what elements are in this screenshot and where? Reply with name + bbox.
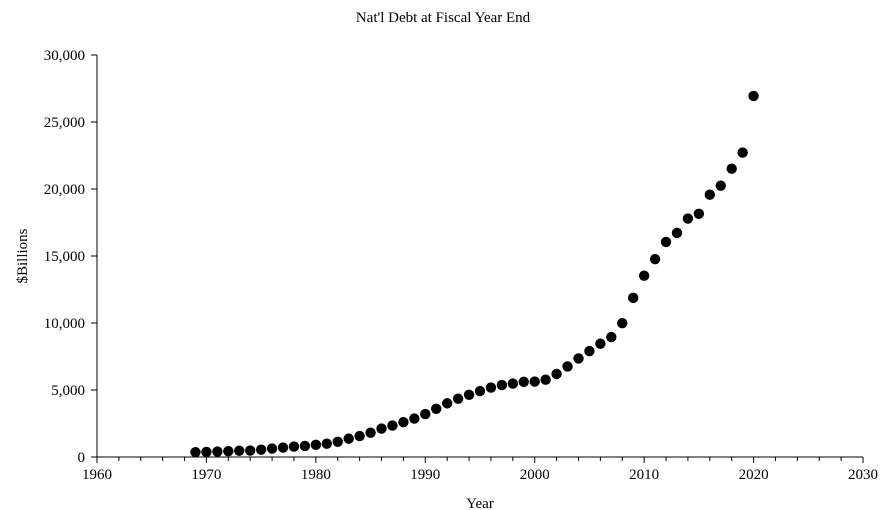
data-point xyxy=(660,236,672,248)
data-point xyxy=(617,317,628,329)
y-axis-label: $Billions xyxy=(15,228,31,283)
data-point xyxy=(540,374,551,385)
x-tick-label: 1970 xyxy=(191,467,221,483)
x-tick-label: 1990 xyxy=(410,467,440,483)
y-tick-label: 10,000 xyxy=(44,316,85,332)
data-point xyxy=(452,393,464,404)
data-point xyxy=(507,378,519,389)
data-point xyxy=(649,253,661,265)
data-point xyxy=(321,438,332,449)
data-point xyxy=(234,445,245,456)
data-point xyxy=(299,440,311,452)
data-point xyxy=(584,345,595,357)
data-point xyxy=(463,389,475,400)
data-point xyxy=(354,430,365,442)
data-point xyxy=(737,147,748,158)
x-axis-ticks: 1960 1970 1980 1990 2000 2010 2020 2030 xyxy=(82,457,878,483)
data-point xyxy=(529,376,540,387)
data-point xyxy=(562,361,573,372)
chart-title: Nat'l Debt at Fiscal Year End xyxy=(356,10,531,26)
data-point xyxy=(223,445,234,457)
data-point xyxy=(474,385,486,397)
y-tick-label: 15,000 xyxy=(44,249,85,265)
data-point xyxy=(212,446,223,457)
data-point xyxy=(245,445,256,456)
x-tick-label: 2010 xyxy=(629,467,659,483)
data-point xyxy=(518,376,529,388)
data-point xyxy=(376,423,387,434)
x-tick-label: 1980 xyxy=(301,467,331,483)
y-tick-label: 25,000 xyxy=(44,115,85,131)
x-axis-label: Year xyxy=(466,496,494,510)
data-point xyxy=(310,439,322,451)
data-point xyxy=(201,446,212,458)
data-point xyxy=(332,436,343,447)
y-axis-ticks: 0 5,000 10,000 15,000 20,000 25,000 30,000 xyxy=(44,48,97,466)
data-point xyxy=(715,180,726,191)
y-tick-label: 5,000 xyxy=(51,383,85,399)
x-tick-label: 2030 xyxy=(848,467,878,483)
data-point xyxy=(190,447,201,458)
data-point xyxy=(606,331,617,343)
data-point xyxy=(595,338,606,349)
y-tick-label: 20,000 xyxy=(44,182,85,198)
data-point xyxy=(398,416,409,428)
data-point xyxy=(693,208,705,219)
data-point xyxy=(671,227,683,239)
data-point xyxy=(420,408,431,420)
data-point xyxy=(431,403,442,414)
data-point xyxy=(682,213,694,224)
data-point xyxy=(387,420,398,431)
data-point xyxy=(573,353,584,364)
data-point xyxy=(551,368,562,380)
data-point xyxy=(288,441,300,452)
y-tick-label: 30,000 xyxy=(44,48,85,64)
data-point xyxy=(704,189,715,200)
data-point xyxy=(748,90,759,102)
data-point xyxy=(266,443,278,454)
data-point xyxy=(726,163,737,174)
data-point xyxy=(255,444,267,455)
data-point xyxy=(365,427,376,438)
x-tick-label: 2020 xyxy=(739,467,769,483)
y-tick-label: 0 xyxy=(78,450,86,466)
data-point xyxy=(441,398,453,409)
data-point xyxy=(409,413,420,424)
data-point xyxy=(277,442,289,453)
x-tick-label: 2000 xyxy=(520,467,550,483)
data-point xyxy=(628,292,639,304)
data-points xyxy=(190,90,759,458)
data-point xyxy=(638,270,650,281)
x-tick-label: 1960 xyxy=(82,467,112,483)
data-point xyxy=(343,433,354,444)
data-point xyxy=(485,382,497,393)
data-point xyxy=(496,379,508,391)
